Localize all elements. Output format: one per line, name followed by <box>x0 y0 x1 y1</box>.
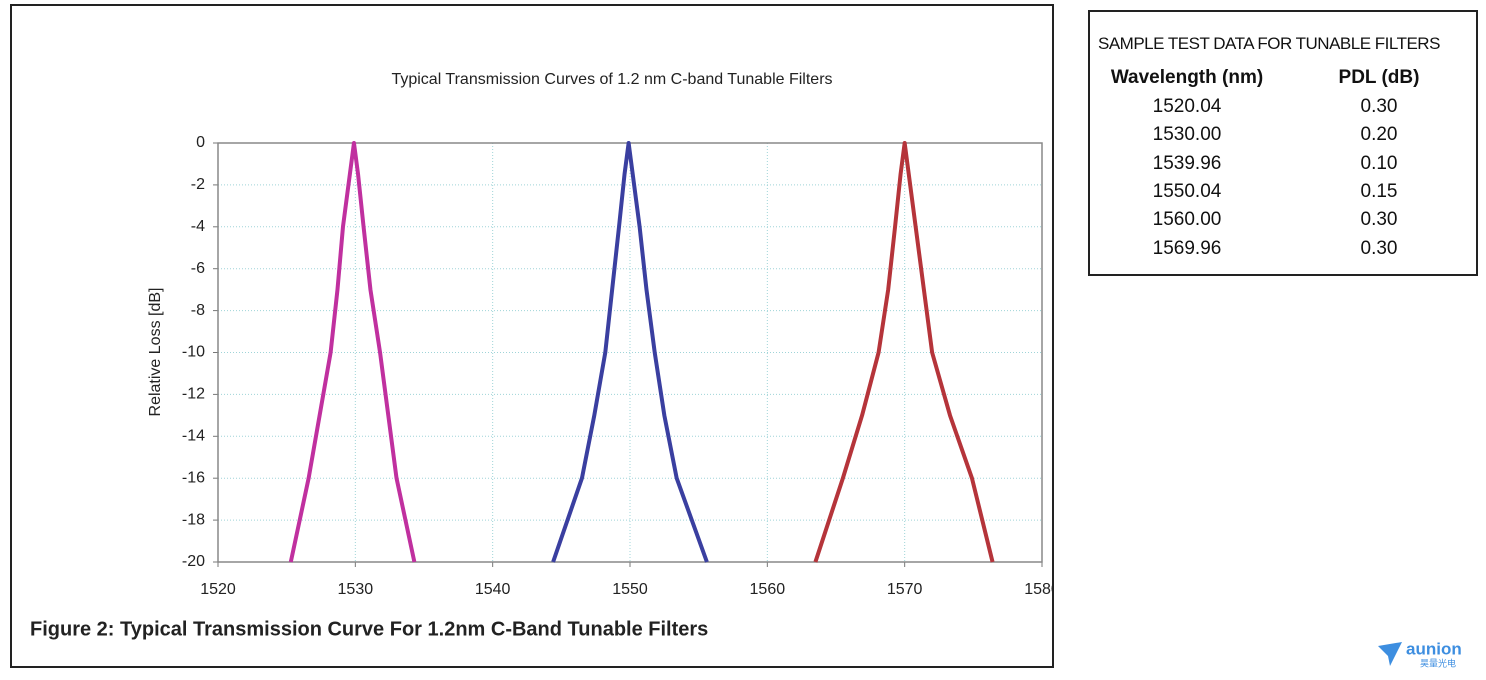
x-tick-label: 1520 <box>200 581 236 598</box>
table-cell: 1520.04 <box>1152 96 1222 117</box>
table-cell: 0.30 <box>1360 237 1398 259</box>
table-cell: Wavelength (nm) <box>1110 67 1264 88</box>
y-tick-label: -14 <box>182 428 205 445</box>
test-data-table: SAMPLE TEST DATA FOR TUNABLE FILTERS Wav… <box>1088 10 1478 276</box>
table-title: SAMPLE TEST DATA FOR TUNABLE FILTERS <box>1098 34 1440 53</box>
table-cell: PDL (dB) <box>1338 67 1420 88</box>
y-tick-label: -16 <box>182 469 205 486</box>
figure-caption: Figure 2: Typical Transmission Curve For… <box>30 618 708 640</box>
transmission-curve <box>288 141 417 563</box>
table-cell: 0.30 <box>1360 209 1398 231</box>
x-tick-label: 1560 <box>750 581 786 598</box>
table-cell: 1569.96 <box>1152 237 1222 259</box>
table-cell: 1560.00 <box>1152 209 1222 231</box>
figure-frame <box>10 4 1054 668</box>
logo-icon <box>1378 642 1402 666</box>
y-tick-label: -18 <box>182 511 205 528</box>
table-row: 1550.04 0.15 <box>1090 181 1476 209</box>
x-tick-label: 1540 <box>475 581 511 598</box>
table-row: 1520.04 0.30 <box>1090 96 1476 124</box>
y-tick-label: -12 <box>182 386 205 403</box>
table-cell: 0.30 <box>1360 96 1398 117</box>
transmission-curve <box>551 141 709 563</box>
y-tick-label: -4 <box>191 218 205 235</box>
table-cell: 1550.04 <box>1152 180 1222 202</box>
table-cell: 0.20 <box>1360 124 1398 146</box>
table-row: 1569.96 0.30 <box>1090 238 1476 266</box>
table-header: Wavelength (nm) PDL (dB) <box>1090 67 1476 95</box>
logo-name: aunion <box>1406 639 1462 658</box>
table-cell: 1539.96 <box>1152 152 1222 174</box>
y-tick-label: -10 <box>182 344 205 361</box>
y-tick-label: -20 <box>182 553 205 570</box>
y-tick-label: -2 <box>191 176 205 193</box>
x-tick-label: 1550 <box>612 581 648 598</box>
x-tick-label: 1570 <box>887 581 923 598</box>
table-row: 1539.96 0.10 <box>1090 153 1476 181</box>
table-cell: 1530.00 <box>1152 124 1222 146</box>
table-row: 1530.00 0.20 <box>1090 124 1476 152</box>
logo-subtitle: 昊量光电 <box>1420 657 1456 668</box>
table-row: 1560.00 0.30 <box>1090 209 1476 237</box>
x-tick-label: 1530 <box>338 581 374 598</box>
x-tick-label: 1580 <box>1024 581 1060 598</box>
table-cell: 0.10 <box>1360 152 1398 174</box>
y-tick-label: -6 <box>191 260 205 277</box>
table-cell: 0.15 <box>1360 180 1398 202</box>
transmission-curve <box>813 141 995 563</box>
chart-title: Typical Transmission Curves of 1.2 nm C-… <box>391 71 832 88</box>
logo: aunion 昊量光电 <box>1378 639 1462 668</box>
x-ticks: 1520 1530 1540 1550 1560 1570 1580 <box>200 581 1060 598</box>
y-tick-label: 0 <box>196 134 205 151</box>
y-axis-label: Relative Loss [dB] <box>147 288 164 417</box>
y-tick-label: -8 <box>191 302 205 319</box>
